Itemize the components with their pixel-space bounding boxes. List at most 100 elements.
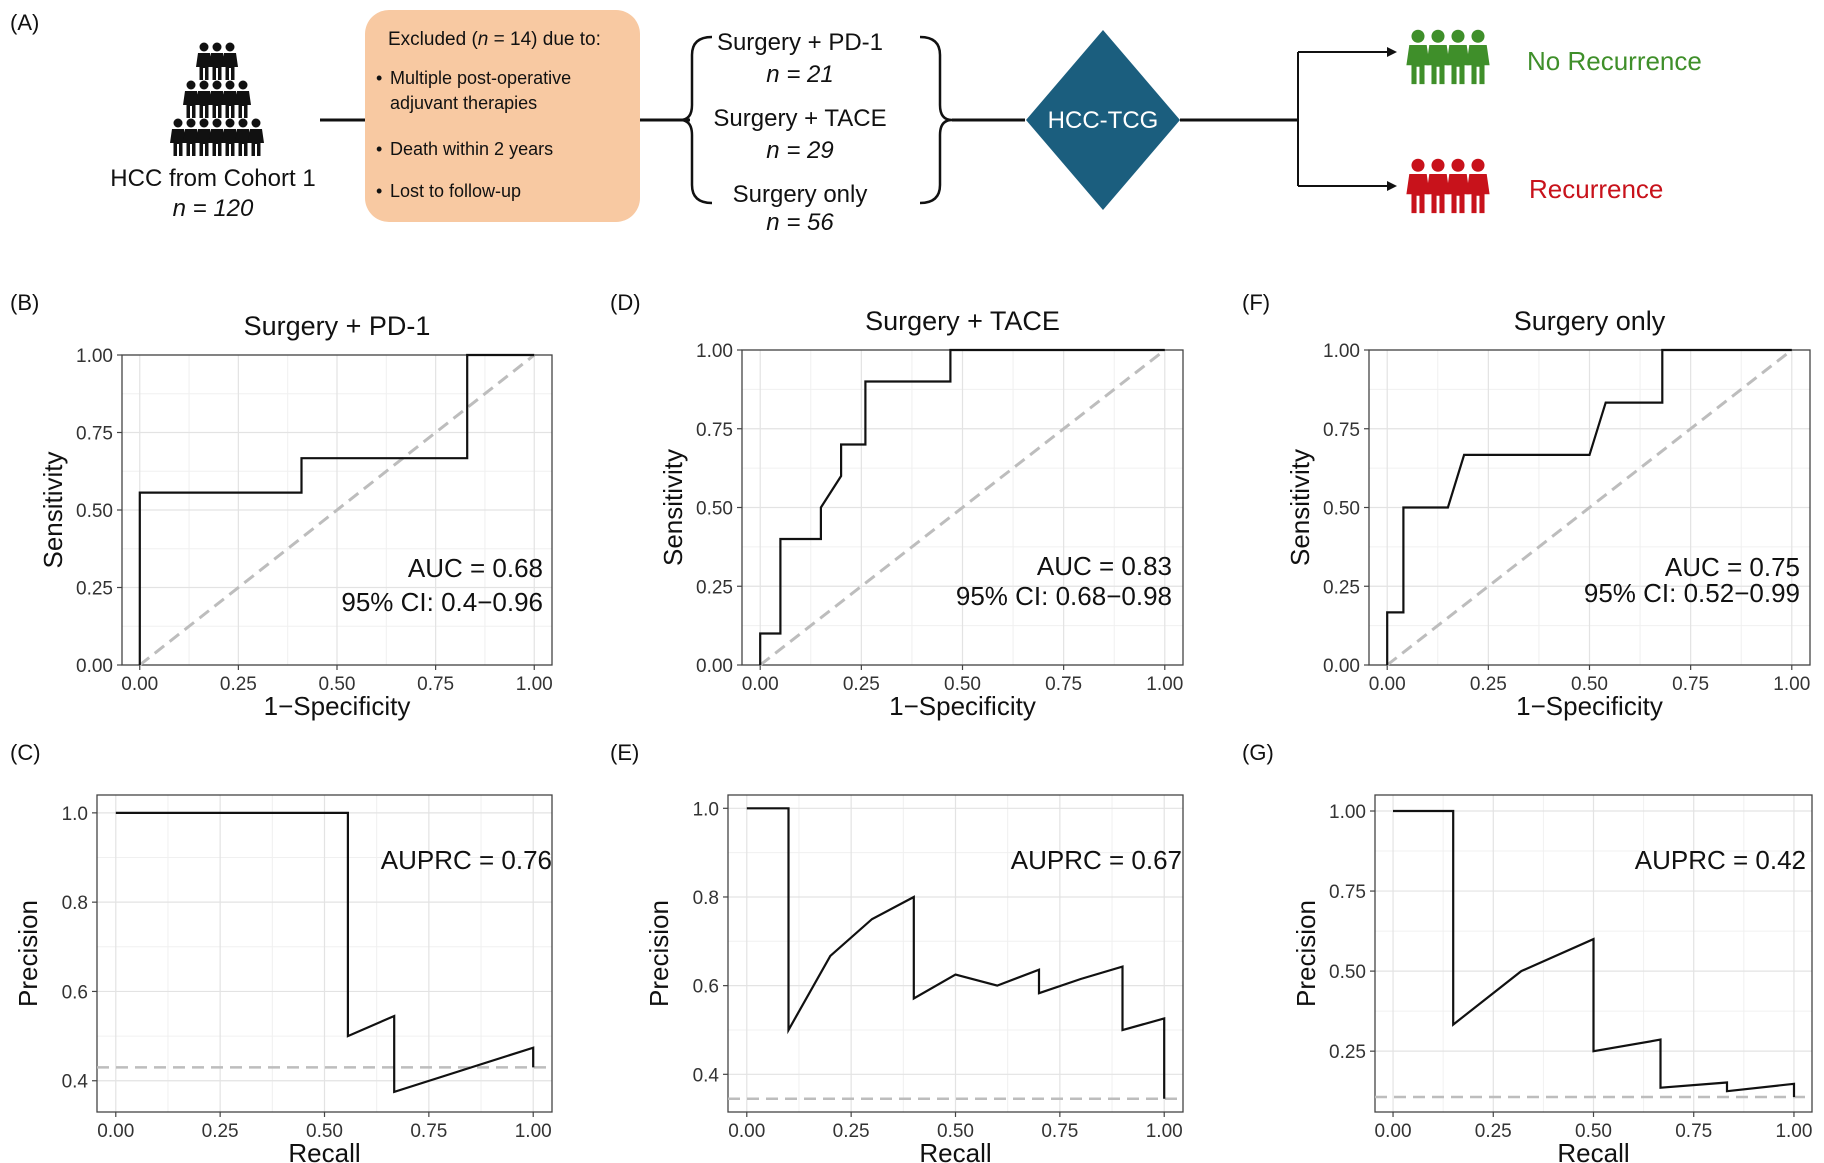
annotation-auc: AUC = 0.68 [408, 553, 543, 583]
right-brace [919, 35, 953, 205]
x-tick-label: 0.25 [833, 1121, 870, 1142]
annotation-auprc: AUPRC = 0.42 [1635, 845, 1806, 875]
y-tick-label: 0.8 [693, 888, 719, 909]
pr-curve [115, 811, 535, 1094]
y-tick-label: 1.00 [696, 341, 733, 362]
y-axis-title: Precision [13, 900, 43, 1007]
cohort-n: n = 120 [173, 195, 254, 222]
x-axis-title: 1−Specificity [1516, 691, 1663, 721]
roc-chart-pd1: 0.00 0.25 0.50 0.75 1.00 0.00 0.25 0.50 0.75 1.00… [38, 311, 553, 721]
x-tick-label: 1.00 [1146, 674, 1183, 695]
x-tick-label: 0.00 [97, 1121, 134, 1142]
x-tick-label: 0.50 [944, 674, 981, 695]
x-tick-label: 0.25 [202, 1121, 239, 1142]
y-tick-label: 0.75 [1329, 882, 1366, 903]
excluded-bullet-1b: adjuvant therapies [390, 93, 537, 113]
panel-label-f: (F) [1242, 290, 1270, 315]
group-label-surgery-only: Surgery only [733, 181, 868, 208]
roc-chart-tace: 0.00 0.25 0.50 0.75 1.00 0.00 0.25 0.50 0.75 1.00… [658, 306, 1184, 721]
y-tick-label: 0.8 [62, 893, 88, 914]
x-tick-label: 1.00 [515, 1121, 552, 1142]
y-axis-title: Precision [644, 900, 674, 1007]
chart-title: Surgery only [1514, 306, 1666, 336]
y-axis-title: Sensitivity [658, 449, 688, 566]
y-tick-label: 0.00 [696, 656, 733, 677]
pr-chart-pd1: 0.00 0.25 0.50 0.75 1.00 0.4 0.6 0.8 1.0 Recall Pr… [13, 794, 553, 1163]
panel-label-e: (E) [610, 740, 639, 765]
y-tick-label: 0.75 [76, 424, 113, 445]
x-axis-title: Recall [919, 1138, 991, 1163]
chart-title: Surgery + PD-1 [244, 311, 431, 341]
group-n-tace: n = 29 [766, 137, 833, 164]
x-tick-label: 0.25 [1475, 1121, 1512, 1142]
y-tick-label: 0.25 [76, 579, 113, 600]
group-n-pd1: n = 21 [766, 61, 833, 88]
x-tick-label: 0.50 [1575, 1121, 1612, 1142]
y-tick-label: 1.0 [62, 804, 88, 825]
x-tick-label: 0.50 [1571, 674, 1608, 695]
pr-chart-tace: 0.00 0.25 0.50 0.75 1.00 0.4 0.6 0.8 1.0 Recall Pr… [644, 794, 1184, 1163]
grid [97, 795, 552, 1112]
x-axis-title: 1−Specificity [264, 691, 411, 721]
recurrence-people-icon [1406, 158, 1490, 214]
y-tick-label: 0.6 [693, 977, 719, 998]
y-axis-title: Sensitivity [1285, 449, 1315, 566]
y-axis-title: Precision [1291, 900, 1321, 1007]
x-tick-label: 0.00 [728, 1121, 765, 1142]
y-tick-label: 1.00 [1323, 341, 1360, 362]
panel-label-g: (G) [1242, 740, 1274, 765]
chart-title: Surgery + TACE [865, 306, 1060, 336]
y-tick-label: 0.25 [696, 577, 733, 598]
panel-label-d: (D) [610, 290, 641, 315]
panel-label-c: (C) [10, 740, 41, 765]
x-axis-title: Recall [1557, 1138, 1629, 1163]
excluded-bullet-dot-1: • [376, 68, 382, 88]
roc-curve [759, 348, 1165, 665]
grid [728, 795, 1183, 1112]
y-tick-label: 1.00 [1329, 802, 1366, 823]
roc-chart-surgery-only: 0.00 0.25 0.50 0.75 1.00 0.00 0.25 0.50 0.75 1.00… [1285, 306, 1811, 721]
y-tick-label: 0.00 [1323, 656, 1360, 677]
x-tick-label: 0.75 [417, 674, 454, 695]
x-tick-label: 1.00 [1775, 1121, 1812, 1142]
reference-diagonal [138, 353, 536, 667]
reference-diagonal [759, 348, 1166, 667]
group-label-pd1: Surgery + PD-1 [717, 29, 883, 56]
annotation-auc: AUC = 0.75 [1665, 552, 1800, 582]
excluded-bullet-3: Lost to follow-up [390, 181, 521, 201]
roc-curve [1386, 348, 1792, 665]
group-n-surgery-only: n = 56 [766, 209, 834, 236]
x-tick-label: 0.50 [937, 1121, 974, 1142]
model-diamond [1026, 30, 1180, 210]
x-tick-label: 0.75 [1041, 1121, 1078, 1142]
x-tick-label: 0.25 [220, 674, 257, 695]
excluded-bullet-1a: Multiple post-operative [390, 68, 571, 88]
reference-diagonal [1386, 348, 1793, 667]
patients-pyramid-icon [170, 42, 264, 156]
y-tick-label: 0.4 [693, 1065, 720, 1086]
x-tick-label: 0.25 [1470, 674, 1507, 695]
flow-diagram: (A) HCC from Cohort 1 n = 120 Excluded (… [10, 10, 1702, 236]
annotation-ci: 95% CI: 0.4−0.96 [341, 587, 543, 617]
no-recurrence-label: No Recurrence [1527, 46, 1702, 76]
annotation-auc: AUC = 0.83 [1037, 551, 1172, 581]
no-recurrence-people-icon [1406, 29, 1490, 85]
model-label: HCC-TCG [1048, 107, 1159, 134]
y-tick-label: 0.25 [1323, 577, 1360, 598]
x-tick-label: 0.25 [843, 674, 880, 695]
x-tick-label: 1.00 [1773, 674, 1810, 695]
y-tick-label: 0.50 [696, 499, 733, 520]
x-axis-title: 1−Specificity [889, 691, 1036, 721]
left-brace [679, 35, 713, 205]
annotation-auprc: AUPRC = 0.67 [1011, 845, 1182, 875]
panel-label-a: (A) [10, 10, 39, 35]
y-tick-label: 0.4 [62, 1072, 89, 1093]
excluded-bullet-dot-2: • [376, 139, 382, 159]
y-tick-label: 0.50 [76, 501, 113, 522]
y-tick-label: 0.75 [1323, 420, 1360, 441]
x-tick-label: 0.75 [410, 1121, 447, 1142]
group-label-tace: Surgery + TACE [713, 105, 886, 132]
excluded-bullet-dot-3: • [376, 181, 382, 201]
x-tick-label: 0.75 [1672, 674, 1709, 695]
panel-label-b: (B) [10, 290, 39, 315]
